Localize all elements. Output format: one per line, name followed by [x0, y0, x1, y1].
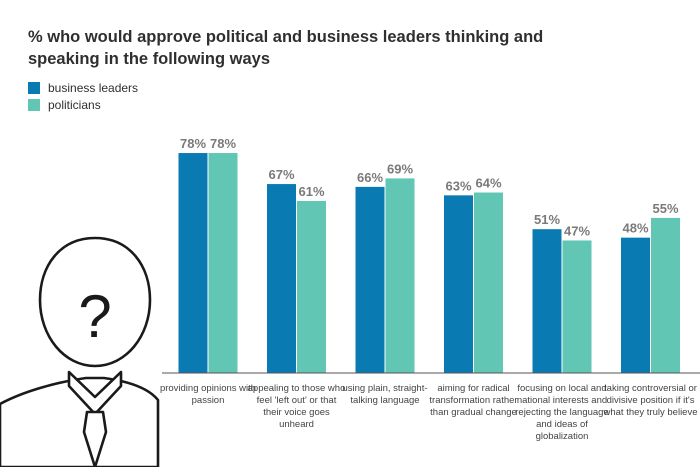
data-label-business-leaders-4: 63% — [445, 178, 471, 193]
category-label-1: providing opinions with passion — [159, 383, 257, 406]
legend-label-politicians: politicians — [48, 98, 101, 112]
bar-business-leaders-2 — [267, 184, 296, 373]
data-label-politicians-1: 78% — [210, 136, 236, 151]
bar-business-leaders-5 — [532, 229, 562, 373]
bar-politicians-6 — [651, 217, 680, 373]
data-label-politicians-3: 69% — [387, 161, 413, 176]
bar-business-leaders-3 — [355, 186, 385, 373]
legend-item-business-leaders: business leaders — [28, 81, 138, 95]
data-label-politicians-5: 47% — [564, 223, 590, 238]
bar-politicians-4 — [474, 192, 503, 373]
data-label-politicians-4: 64% — [475, 176, 501, 191]
legend-label-business-leaders: business leaders — [48, 81, 139, 95]
bar-politicians-1 — [208, 153, 238, 373]
data-label-business-leaders-3: 66% — [357, 170, 383, 185]
bar-politicians-5 — [562, 240, 592, 373]
anonymous-person-icon — [0, 236, 160, 467]
person-shoulders — [0, 376, 160, 467]
category-label-3: using plain, straight-talking language — [342, 383, 428, 406]
data-label-politicians-6: 55% — [652, 201, 678, 216]
data-label-politicians-2: 61% — [298, 184, 324, 199]
category-label-4: aiming for radical transformation rather… — [429, 383, 518, 418]
chart-title: % who would approve political and busine… — [28, 28, 544, 68]
bar-business-leaders-4 — [444, 195, 473, 373]
bar-politicians-2 — [297, 200, 326, 373]
legend-swatch-politicians — [28, 99, 40, 111]
person-shirt-collar — [67, 370, 123, 416]
data-label-business-leaders-6: 48% — [622, 221, 648, 236]
bar-business-leaders-6 — [621, 237, 650, 373]
data-label-business-leaders-5: 51% — [534, 212, 560, 227]
data-label-business-leaders-2: 67% — [268, 167, 294, 182]
legend-swatch-business-leaders — [28, 82, 40, 94]
bar-business-leaders-1 — [178, 153, 208, 373]
bars-group: 78% 78% 67% 61% 66% 69% 63% 64% 51% 47% 48% 55% — [178, 136, 680, 373]
person-head — [38, 236, 152, 368]
data-label-business-leaders-1: 78% — [180, 136, 206, 151]
category-label-5: focusing on local and national interests… — [515, 383, 609, 442]
question-mark-icon: ? — [78, 283, 111, 350]
category-label-6: taking controversial or divisive positio… — [603, 383, 698, 418]
category-label-2: appealing to those who feel 'left out' o… — [247, 383, 346, 430]
legend-item-politicians: politicians — [28, 98, 101, 112]
bar-politicians-3 — [385, 178, 415, 373]
person-tie — [82, 410, 108, 467]
